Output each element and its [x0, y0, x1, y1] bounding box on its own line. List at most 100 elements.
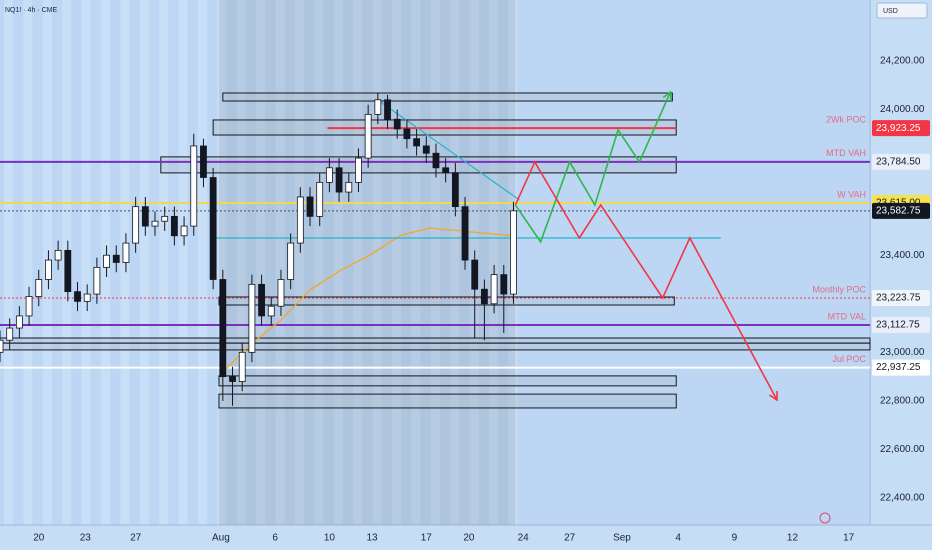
currency[interactable]: USD [883, 8, 898, 15]
level-name: 2Wk POC [826, 115, 867, 125]
candle-body [45, 259, 52, 280]
x-tick-label: 12 [787, 533, 799, 544]
goto-icon[interactable] [819, 512, 831, 524]
candle-body [500, 274, 508, 295]
candle-body [335, 167, 343, 193]
x-tick-label: Aug [212, 533, 230, 544]
zone-box [218, 296, 675, 306]
price-badge-label: 23,582.75 [876, 205, 921, 216]
session-stripe [372, 0, 382, 525]
candle-body [393, 118, 401, 130]
time-axis-panel [0, 525, 932, 550]
candle-body [413, 138, 420, 147]
zone-box [218, 393, 677, 409]
level-name: MTD VAL [828, 311, 866, 321]
candle-body [461, 206, 469, 261]
trend-line [377, 99, 520, 201]
candle-body [287, 242, 295, 280]
candle-body [481, 288, 488, 305]
arrow-head [769, 390, 778, 402]
vwap-line [224, 227, 516, 371]
x-tick-label: 20 [463, 533, 475, 544]
candle-body [374, 99, 382, 115]
session-stripe [333, 0, 343, 525]
candle-body [238, 351, 246, 382]
candle-body [93, 266, 101, 295]
zone-box [160, 156, 677, 174]
x-tick-label: 9 [732, 533, 738, 544]
price-badge [872, 120, 930, 137]
candle-body [180, 225, 188, 237]
price-badge [872, 202, 930, 219]
candle-body [6, 327, 14, 341]
projection-path [514, 91, 672, 244]
candle-body [316, 181, 324, 217]
y-tick-label: 22,800.00 [880, 396, 925, 407]
candle-body [451, 172, 459, 208]
y-tick-label: 24,200.00 [880, 56, 925, 67]
x-tick-label: 20 [33, 533, 45, 544]
level-name: W VAH [837, 189, 866, 199]
session-stripe [81, 0, 91, 525]
session-stripe [198, 0, 207, 525]
session-stripe [178, 0, 188, 525]
candle-body [15, 315, 23, 329]
price-badge-label: 22,937.25 [876, 362, 921, 373]
session-stripe [4, 0, 13, 525]
level-name: MTD VAH [826, 148, 866, 158]
price-badge [872, 359, 930, 376]
candle-body [209, 177, 217, 280]
candle-body [170, 215, 178, 237]
zone-box [222, 92, 673, 102]
y-tick-label: 22,400.00 [880, 493, 925, 504]
price-badge-label: 23,112.75 [876, 320, 920, 331]
price-badge-label: 23,784.50 [876, 156, 921, 167]
candle-body [355, 157, 362, 183]
session-stripe [23, 0, 33, 525]
candle-body [132, 206, 140, 244]
y-tick-label: 23,400.00 [880, 250, 925, 261]
x-tick-label: 27 [130, 533, 142, 544]
x-tick-label: 27 [564, 533, 576, 544]
session-stripe [275, 0, 285, 525]
x-tick-label: Sep [613, 533, 631, 544]
session-stripe [392, 0, 401, 525]
price-badge-label: 23,923.25 [876, 123, 921, 134]
candle-body [345, 181, 353, 193]
price-badge [872, 153, 930, 170]
session-stripe [314, 0, 324, 525]
candle-body [384, 99, 391, 120]
y-tick-label: 22,600.00 [880, 444, 925, 455]
arrow-head [662, 90, 672, 102]
candle-body [25, 296, 33, 317]
candle-body [364, 113, 372, 159]
candle-body [112, 254, 120, 263]
price-badge [872, 290, 930, 307]
session-stripe [411, 0, 421, 525]
x-tick-label: 10 [324, 533, 336, 544]
candle-body [422, 145, 430, 154]
candle-body [248, 283, 256, 353]
candle-body [229, 376, 236, 382]
price-badge [872, 316, 930, 333]
x-tick-label: 17 [421, 533, 433, 544]
currency-box[interactable] [876, 2, 928, 19]
candle-body [219, 279, 227, 378]
date-range [218, 0, 516, 525]
price-badge-label: 23,223.75 [876, 293, 921, 304]
candle-body [200, 145, 207, 178]
candle-body [306, 196, 314, 217]
candle-body [35, 279, 43, 297]
zone-box [0, 337, 871, 344]
session-stripe [295, 0, 304, 525]
session-stripe [139, 0, 149, 525]
candle-body [83, 293, 91, 302]
level-name: Jul POC [832, 354, 866, 364]
session-stripe [489, 0, 498, 525]
x-tick-label: 4 [675, 533, 681, 544]
candle-body [0, 339, 4, 353]
x-tick-label: 13 [366, 533, 378, 544]
